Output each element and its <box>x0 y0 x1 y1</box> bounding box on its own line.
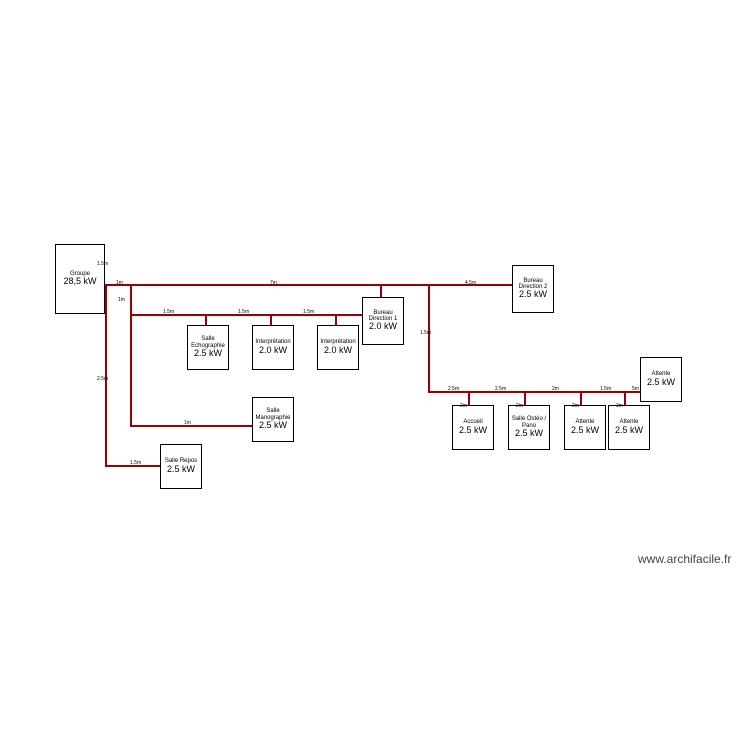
node-attente1: Attente2.5 kW <box>564 405 606 450</box>
edge-label: 2m <box>516 403 523 409</box>
watermark-text: www.archifacile.fr <box>638 552 731 566</box>
edge-label: 1.5m <box>600 386 611 392</box>
edge-label: 5m <box>632 386 639 392</box>
node-interp1: Interprétation2.0 kW <box>252 325 294 370</box>
node-power: 2.5 kW <box>167 465 195 475</box>
edge-label: 1.5m <box>97 261 108 267</box>
node-power: 28,5 kW <box>63 277 96 287</box>
edge-label: 2m <box>460 403 467 409</box>
edge-label: 1.5m <box>163 309 174 315</box>
edge-label: 1m <box>118 297 125 303</box>
node-interp2: Interprétation2.0 kW <box>317 325 359 370</box>
edge-label: 1.5m <box>420 330 431 336</box>
edge-label: 2m <box>572 403 579 409</box>
node-attente3: Attente2.5 kW <box>640 357 682 402</box>
edge-label: 2.5m <box>448 386 459 392</box>
edge-label: 1.5m <box>130 460 141 466</box>
node-osteo: Salle Ostéo / Pano2.5 kW <box>508 405 550 450</box>
wire-vertical <box>428 284 430 393</box>
node-title: Salle Echographie <box>188 336 228 349</box>
node-power: 2.0 kW <box>259 346 287 356</box>
edge-label: 1m <box>116 280 123 286</box>
node-title: Salle Manographie <box>253 408 293 421</box>
node-power: 2.5 kW <box>259 421 287 431</box>
edge-label: 1.5m <box>303 309 314 315</box>
edge-label: 1.5m <box>238 309 249 315</box>
node-power: 2.5 kW <box>647 378 675 388</box>
edge-label: 4.5m <box>465 280 476 286</box>
node-power: 2.5 kW <box>194 349 222 359</box>
wire-vertical <box>130 284 132 427</box>
node-power: 2.5 kW <box>615 426 643 436</box>
node-power: 2.5 kW <box>571 426 599 436</box>
node-power: 2.0 kW <box>324 346 352 356</box>
node-accueil: Accueil2.5 kW <box>452 405 494 450</box>
wire-horizontal <box>105 284 512 286</box>
node-power: 2.5 kW <box>519 290 547 300</box>
edge-label: 2m <box>552 386 559 392</box>
node-salle_echo: Salle Echographie2.5 kW <box>187 325 229 370</box>
node-salle_repos: Salle Repos2.5 kW <box>160 444 202 489</box>
node-power: 2.5 kW <box>459 426 487 436</box>
wire-horizontal <box>130 425 252 427</box>
node-groupe: Groupe28,5 kW <box>55 244 105 314</box>
node-bureau1: Bureau Direction 12.0 kW <box>362 297 404 345</box>
node-title: Salle Ostéo / Pano <box>509 416 549 429</box>
node-bureau2: Bureau Direction 22.5 kW <box>512 265 554 313</box>
edge-label: 2.5m <box>97 376 108 382</box>
edge-label: 1m <box>184 420 191 426</box>
diagram-canvas: Groupe28,5 kWSalle Echographie2.5 kWInte… <box>0 0 750 750</box>
node-attente2: Attente2.5 kW <box>608 405 650 450</box>
node-salle_mano: Salle Manographie2.5 kW <box>252 397 294 442</box>
edge-label: 7m <box>270 280 277 286</box>
node-power: 2.5 kW <box>515 429 543 439</box>
node-power: 2.0 kW <box>369 322 397 332</box>
edge-label: 2.5m <box>495 386 506 392</box>
edge-label: 2m <box>616 403 623 409</box>
